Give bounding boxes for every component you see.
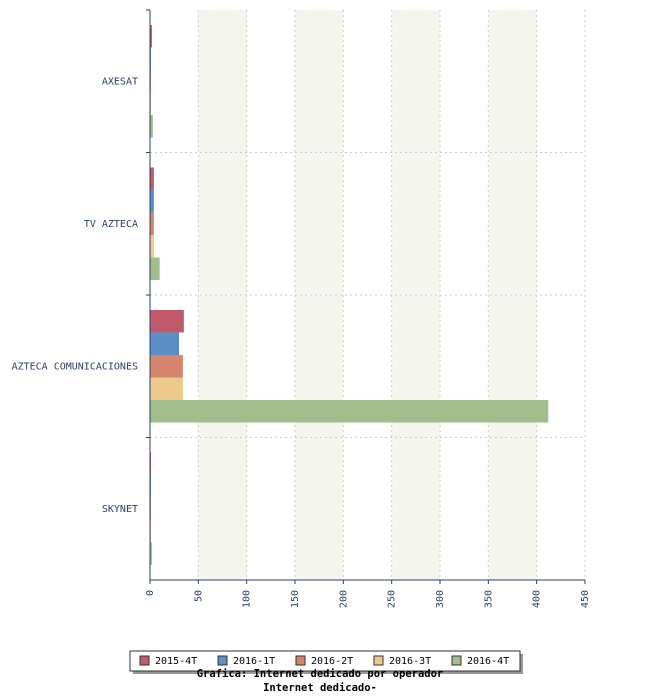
legend-swatch: [217, 655, 228, 666]
legend-swatch: [139, 655, 150, 666]
legend-swatch: [451, 655, 462, 666]
y-tick-label: TV AZTECA: [84, 219, 138, 230]
x-tick-label: 100: [242, 590, 253, 608]
legend-label: 2016-4T: [467, 656, 509, 667]
bar: [150, 377, 183, 401]
bar: [150, 354, 183, 378]
bar: [150, 400, 549, 423]
bar: [150, 24, 152, 48]
chart-subtitle: Internet dedicado-: [263, 682, 377, 694]
bar: [150, 212, 154, 236]
bar: [150, 332, 179, 355]
x-tick-label: 150: [290, 590, 301, 608]
bar: [150, 542, 152, 566]
x-tick-label: 0: [145, 590, 156, 596]
bar: [150, 235, 154, 258]
chart-title: Grafica: Internet dedicado por operador: [197, 668, 444, 680]
bar: [150, 189, 154, 213]
bar: [150, 115, 153, 138]
y-tick-label: SKYNET: [102, 504, 138, 515]
x-tick-label: 450: [580, 590, 591, 608]
legend-swatch: [295, 655, 306, 666]
y-tick-label: AXESAT: [102, 76, 138, 87]
x-tick-label: 300: [435, 590, 446, 608]
x-tick-label: 50: [193, 590, 204, 602]
legend-swatch: [373, 655, 384, 666]
legend-label: 2015-4T: [155, 656, 197, 667]
bar: [150, 167, 154, 190]
x-tick-label: 250: [387, 590, 398, 608]
legend-label: 2016-1T: [233, 656, 275, 667]
legend-label: 2016-3T: [389, 656, 431, 667]
bar: [150, 257, 160, 281]
x-tick-label: 400: [532, 590, 543, 608]
x-tick-label: 350: [483, 590, 494, 608]
bar: [150, 309, 184, 333]
y-tick-label: AZTECA COMUNICACIONES: [12, 361, 138, 372]
x-tick-label: 200: [338, 590, 349, 608]
legend-label: 2016-2T: [311, 656, 353, 667]
